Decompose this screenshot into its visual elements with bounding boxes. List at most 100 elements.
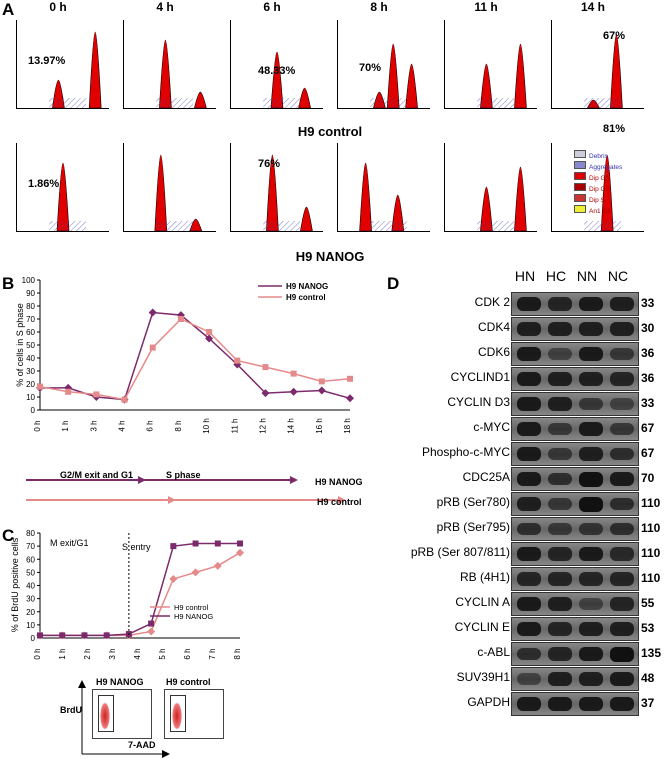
x-tick-label: 3 h xyxy=(108,648,117,659)
control-mid-arrow xyxy=(168,496,176,504)
data-point xyxy=(192,540,199,547)
flow-cluster-nanog xyxy=(100,702,110,730)
data-point xyxy=(81,632,88,639)
y-tick-label: 70 xyxy=(26,542,35,551)
x-tick-label: 0 h xyxy=(33,648,42,659)
flow-y-label: BrdU xyxy=(60,705,82,715)
panel-b-line-chart: 0 10 20 30 40 50 60 70 80 90 100 0 h 1 h 3 h 4 h 6 h 8 h… xyxy=(22,276,354,434)
kda-label-10: 110 xyxy=(641,546,661,560)
lane-nn: NN xyxy=(576,268,598,284)
band xyxy=(579,346,603,362)
panel-a-legend: Debris Aggregates Dip G1 Dip G2 Dip S An1 G1 xyxy=(574,150,622,216)
control-histogram-0 xyxy=(16,20,109,109)
series-line-0 xyxy=(40,552,241,637)
data-point xyxy=(59,632,66,639)
x-tick-label: 7 h xyxy=(208,648,217,659)
flow-plot-control xyxy=(164,689,224,739)
blot-row-11 xyxy=(511,567,639,591)
panel-b-ylabel: % of cells in S phase xyxy=(15,303,25,387)
band xyxy=(548,422,572,436)
protein-label-7: CDC25A xyxy=(462,470,510,484)
panel-a-letter: A xyxy=(2,0,15,19)
g2m-exit-label: G2/M exit and G1 xyxy=(60,470,134,480)
legend-item-2: Dip G1 xyxy=(574,172,622,183)
data-point xyxy=(191,568,200,577)
control-percent-2: 48.33% xyxy=(258,65,296,77)
legend-item-3: Dip G2 xyxy=(574,183,622,194)
kda-label-0: 33 xyxy=(641,296,655,310)
band xyxy=(517,696,541,712)
band xyxy=(548,547,572,561)
blot-row-15 xyxy=(511,667,639,691)
band xyxy=(517,647,541,661)
timepoint-label-1: 4 h xyxy=(156,0,174,14)
series-line-1 xyxy=(40,542,240,637)
band xyxy=(548,647,572,661)
kda-label-1: 30 xyxy=(641,321,655,335)
band xyxy=(548,696,572,712)
data-point xyxy=(93,391,100,398)
y-tick-label: 0 xyxy=(31,634,36,643)
panel-d-letter: D xyxy=(387,274,400,293)
band xyxy=(579,672,603,686)
kda-label-9: 110 xyxy=(641,521,661,535)
data-point xyxy=(148,308,157,317)
lane-hc: HC xyxy=(545,268,567,284)
legend-item-1: Aggregates xyxy=(574,161,622,172)
band xyxy=(548,497,572,511)
kda-label-4: 33 xyxy=(641,396,655,410)
band xyxy=(517,446,541,462)
control-histogram-1 xyxy=(123,20,216,109)
nanog-percent-0: 1.86% xyxy=(28,178,60,190)
legend-label-1: H9 NANOG xyxy=(174,612,213,621)
x-tick-label: 6 h xyxy=(146,420,155,431)
band xyxy=(610,671,634,687)
timepoint-label-3: 8 h xyxy=(370,0,388,14)
band xyxy=(579,397,603,411)
protein-label-5: c-MYC xyxy=(473,420,510,434)
y-tick-label: 70 xyxy=(26,315,35,324)
data-point xyxy=(176,311,185,320)
data-point xyxy=(121,396,128,403)
x-tick-label: 8 h xyxy=(233,648,242,659)
band xyxy=(548,322,572,336)
x-tick-label: 1 h xyxy=(61,420,70,431)
nanog-histogram-4 xyxy=(444,143,537,232)
data-point xyxy=(289,387,298,396)
blot-row-12 xyxy=(511,592,639,616)
kda-label-12: 55 xyxy=(641,596,655,610)
x-tick-label: 18 h xyxy=(343,418,352,434)
x-tick-label: 10 h xyxy=(202,418,211,434)
band xyxy=(517,522,541,536)
protein-label-12: CYCLIN A xyxy=(455,595,510,609)
flow-title-nanog: H9 NANOG xyxy=(96,677,144,687)
x-tick-label: 14 h xyxy=(287,418,296,434)
data-point xyxy=(37,383,43,390)
nanog-mid-arrow xyxy=(138,476,146,484)
blot-row-16 xyxy=(511,692,639,716)
band xyxy=(517,572,541,586)
kda-label-6: 67 xyxy=(641,446,655,460)
band xyxy=(579,421,603,437)
band xyxy=(579,598,603,610)
timepoint-label-2: 6 h xyxy=(263,0,281,14)
blot-row-5 xyxy=(511,417,639,441)
kda-label-5: 67 xyxy=(641,421,655,435)
data-point xyxy=(206,329,213,335)
protein-label-9: pRB (Ser795) xyxy=(436,520,510,534)
blot-row-8 xyxy=(511,492,639,516)
nanog-arrow-label: H9 NANOG xyxy=(315,477,363,487)
blot-row-4 xyxy=(511,392,639,416)
legend-label-0: H9 control xyxy=(174,603,209,612)
data-point xyxy=(37,632,43,639)
data-point xyxy=(262,364,269,371)
data-point xyxy=(261,389,270,398)
band xyxy=(548,672,572,686)
protein-label-4: CYCLIN D3 xyxy=(447,395,510,409)
kda-label-3: 36 xyxy=(641,371,655,385)
band xyxy=(610,622,634,636)
panel-c-letter: C xyxy=(2,526,15,545)
data-point xyxy=(213,561,222,570)
y-tick-label: 100 xyxy=(22,276,36,285)
y-tick-label: 30 xyxy=(26,367,35,376)
